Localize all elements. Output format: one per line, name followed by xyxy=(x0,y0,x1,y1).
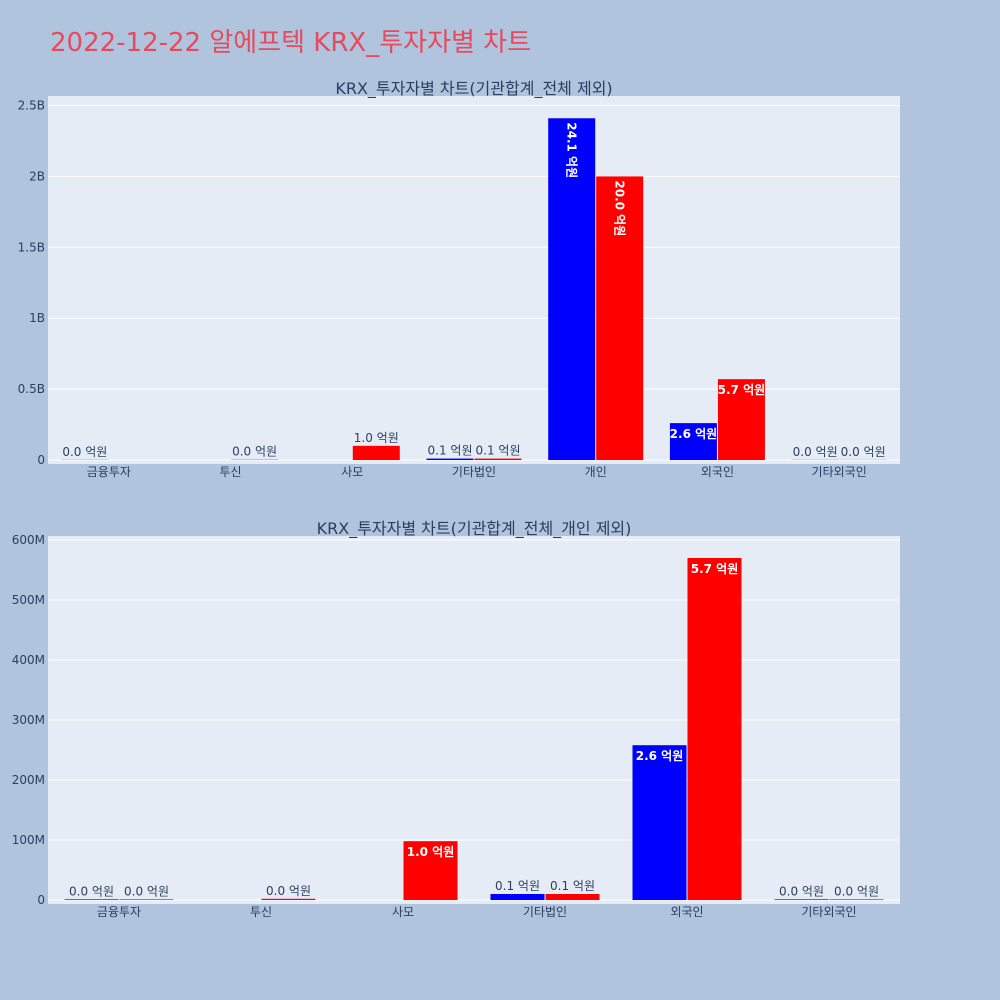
x-tick-label: 개인 xyxy=(585,465,607,479)
y-tick-label: 1.5B xyxy=(18,240,45,254)
y-tick-label: 1B xyxy=(29,311,45,325)
data-label: 1.0 억원 xyxy=(407,845,455,859)
x-tick-label: 외국인 xyxy=(670,905,703,919)
y-tick-label: 500M xyxy=(12,593,45,607)
data-label: 0.0 억원 xyxy=(62,445,107,459)
x-tick-label: 투신 xyxy=(250,905,272,919)
bar xyxy=(632,745,687,900)
data-label: 0.0 억원 xyxy=(834,884,879,898)
x-tick-label: 기타외국인 xyxy=(801,905,856,919)
x-tick-label: 금융투자 xyxy=(97,905,141,919)
x-tick-label: 외국인 xyxy=(701,465,734,479)
data-label: 2.6 억원 xyxy=(670,427,718,441)
bar xyxy=(596,176,644,460)
bar xyxy=(426,458,474,460)
y-tick-label: 600M xyxy=(12,533,45,547)
chart-title: KRX_투자자별 차트(기관합계_전체 제외) xyxy=(335,79,612,99)
bar xyxy=(669,423,717,460)
data-label: 0.1 억원 xyxy=(495,879,540,893)
chart-all-investors: 0 0.5B 1B 1.5B 2B 2.5B KRX_투자자별 차트(기관합계_전체 제외)… xyxy=(18,79,900,479)
x-tick-label: 금융투자 xyxy=(87,465,131,479)
data-label: 0.0 억원 xyxy=(266,884,311,898)
y-tick-label: 200M xyxy=(12,773,45,787)
y-tick-label: 2B xyxy=(29,169,45,183)
bar xyxy=(548,118,596,460)
data-label: 0.0 억원 xyxy=(841,445,886,459)
bar xyxy=(261,898,316,900)
y-tick-label: 0 xyxy=(37,453,45,467)
bar xyxy=(774,899,829,900)
plot-area xyxy=(48,96,900,464)
bar xyxy=(352,445,400,460)
data-label: 0.1 억원 xyxy=(428,444,473,458)
y-tick-label: 0 xyxy=(37,893,45,907)
x-tick-label: 기타외국인 xyxy=(812,465,867,479)
data-label: 0.1 억원 xyxy=(550,879,595,893)
x-tick-label: 기타법인 xyxy=(523,905,567,919)
y-tick-label: 2.5B xyxy=(18,99,45,113)
x-tick-label: 사모 xyxy=(392,905,414,919)
data-label: 0.0 억원 xyxy=(232,445,277,459)
bar xyxy=(403,841,458,900)
chart-title: KRX_투자자별 차트(기관합계_전체_개인 제외) xyxy=(317,519,632,539)
data-label: 0.0 억원 xyxy=(779,884,824,898)
x-tick-label: 기타법인 xyxy=(452,465,496,479)
data-label: 5.7 억원 xyxy=(718,383,766,397)
data-label: 1.0 억원 xyxy=(354,431,399,445)
x-tick-label: 투신 xyxy=(220,465,242,479)
x-tick-label: 사모 xyxy=(341,465,363,479)
y-tick-label: 0.5B xyxy=(18,382,45,396)
data-label: 5.7 억원 xyxy=(691,562,739,576)
bar xyxy=(64,899,119,900)
y-tick-label: 300M xyxy=(12,713,45,727)
bar xyxy=(490,894,545,900)
bar xyxy=(119,899,174,900)
y-tick-label: 100M xyxy=(12,833,45,847)
bar xyxy=(687,558,742,900)
data-label: 24.1 억원 xyxy=(565,122,579,178)
data-label: 0.0 억원 xyxy=(69,884,114,898)
chart-excluding-individual: 0 100M 200M 300M 400M 500M 600M KRX_투자자별 차트(기관합… xyxy=(12,519,900,919)
y-tick-label: 400M xyxy=(12,653,45,667)
data-label: 2.6 억원 xyxy=(636,749,684,763)
data-label: 20.0 억원 xyxy=(613,180,627,236)
bar xyxy=(474,458,522,460)
bar xyxy=(545,894,600,900)
data-label: 0.1 억원 xyxy=(476,444,521,458)
bar xyxy=(717,379,765,460)
data-label: 0.0 억원 xyxy=(793,445,838,459)
data-label: 0.0 억원 xyxy=(124,884,169,898)
bar xyxy=(829,899,884,900)
page-title: 2022-12-22 알에프텍 KRX_투자자별 차트 xyxy=(50,28,532,58)
